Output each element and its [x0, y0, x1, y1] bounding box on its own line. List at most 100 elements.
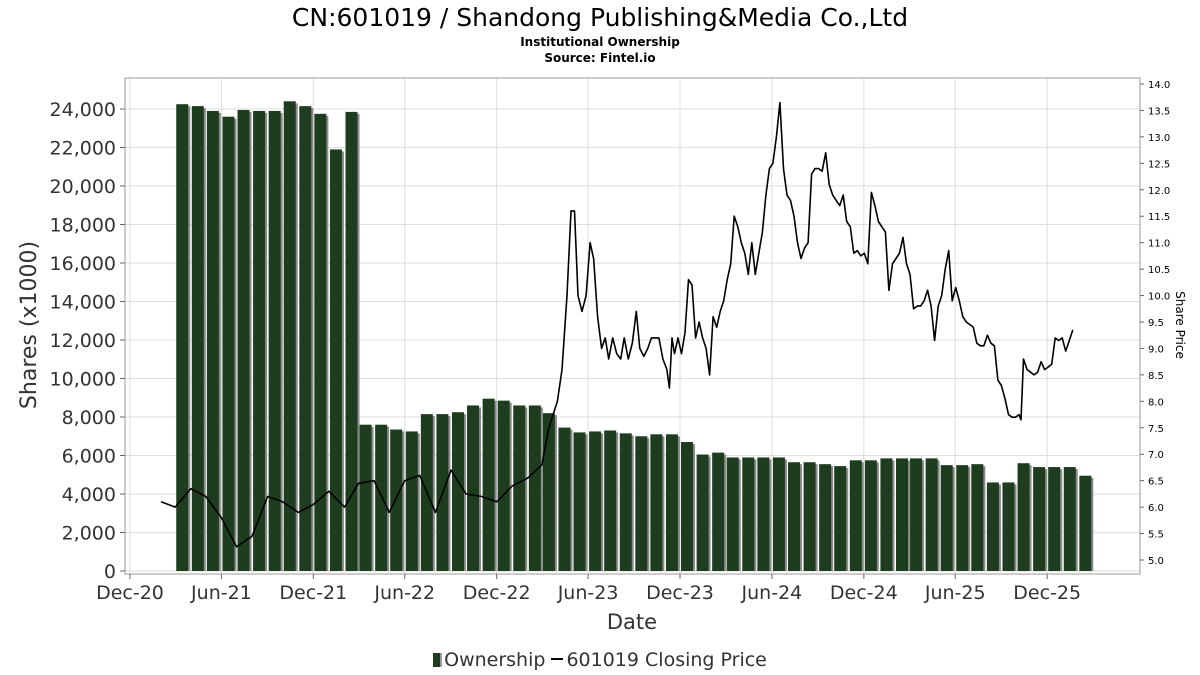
x-axis: Dec-20 Jun-21 Dec-21 Jun-22 Dec-22 Jun-23 Dec-… — [96, 574, 1081, 604]
ownership-chart: 0 2,000 4,000 6,000 8,000 10,000 12,000 14,000 1… — [17, 77, 1187, 634]
ownership-bar — [880, 458, 893, 571]
chart-subtitle: Institutional Ownership — [520, 35, 680, 49]
chart-title: CN:601019 / Shandong Publishing&Media Co… — [291, 3, 909, 32]
plot-frame — [124, 77, 1141, 575]
ownership-bar — [726, 457, 739, 571]
ownership-bar — [864, 460, 877, 571]
legend-ownership-swatch — [433, 653, 443, 667]
ownership-bar — [619, 433, 632, 571]
x-tick-label: Dec-24 — [830, 582, 898, 604]
y-tick-label: 6,000 — [62, 446, 116, 468]
y-tick-label: 14,000 — [50, 292, 116, 314]
ownership-bar — [986, 482, 999, 571]
ownership-bar — [558, 427, 571, 571]
x-tick-label: Dec-25 — [1013, 582, 1081, 604]
y-tick-label: 20,000 — [50, 176, 116, 198]
ownership-bar — [604, 430, 617, 571]
ownership-bar — [956, 465, 969, 571]
x-tick-label: Jun-21 — [190, 582, 252, 604]
y-axis-label: Shares (x1000) — [17, 241, 42, 409]
ownership-bar — [467, 405, 480, 571]
legend-price-label: 601019 Closing Price — [566, 649, 767, 671]
y2-axis-label: Share Price — [1173, 291, 1187, 359]
y2-tick-label: 7.0 — [1148, 450, 1164, 461]
ownership-bar — [635, 436, 648, 571]
ownership-bar — [375, 424, 388, 571]
ownership-bar — [849, 460, 862, 571]
legend-price-swatch — [551, 658, 564, 660]
y2-tick-label: 14.0 — [1148, 80, 1170, 91]
ownership-bar — [757, 457, 770, 571]
ownership-bar — [299, 106, 312, 572]
ownership-bar — [359, 424, 372, 571]
ownership-bar — [573, 432, 586, 571]
chart-legend: Ownership 601019 Closing Price — [0, 648, 1200, 672]
x-tick-label: Dec-22 — [463, 582, 531, 604]
y-tick-label: 10,000 — [50, 369, 116, 391]
price-line — [160, 101, 1074, 548]
ownership-bar — [819, 464, 832, 571]
ownership-bar — [895, 458, 908, 571]
y-axis-right: 5.0 5.5 6.0 6.5 7.0 7.5 8.0 8.5 9.0 9.5 10.0 10.5 11… — [1140, 80, 1170, 567]
ownership-bar — [803, 462, 816, 571]
x-tick-label: Jun-25 — [924, 582, 986, 604]
y2-tick-label: 12.5 — [1148, 159, 1170, 170]
y-tick-label: 22,000 — [50, 138, 116, 160]
y-tick-label: 2,000 — [62, 523, 116, 545]
ownership-bar — [1002, 482, 1015, 571]
ownership-bar — [589, 431, 602, 571]
ownership-bar — [1079, 475, 1092, 571]
y2-tick-label: 11.5 — [1148, 212, 1170, 223]
y2-tick-label: 5.5 — [1148, 530, 1164, 541]
ownership-bar — [940, 465, 953, 571]
y2-tick-label: 13.0 — [1148, 133, 1170, 144]
y-tick-label: 18,000 — [50, 215, 116, 237]
ownership-bar — [390, 429, 403, 571]
y2-tick-label: 13.5 — [1148, 106, 1170, 117]
y2-tick-label: 7.5 — [1148, 424, 1164, 435]
y-axis-left: 0 2,000 4,000 6,000 8,000 10,000 12,000 14,000 1… — [50, 99, 125, 583]
ownership-bar — [268, 110, 281, 572]
chart-source: Source: Fintel.io — [544, 51, 656, 65]
x-tick-label: Dec-23 — [646, 582, 714, 604]
ownership-bar — [742, 457, 755, 571]
y2-tick-label: 11.0 — [1148, 239, 1170, 250]
ownership-bar — [788, 462, 801, 571]
ownership-bar — [650, 434, 663, 571]
ownership-bar — [772, 457, 785, 571]
ownership-bar — [191, 106, 204, 572]
y2-tick-label: 6.5 — [1148, 477, 1164, 488]
y2-tick-label: 9.0 — [1148, 344, 1164, 355]
ownership-bar — [1048, 467, 1061, 571]
y2-tick-label: 8.5 — [1148, 371, 1164, 382]
y-tick-label: 12,000 — [50, 330, 116, 352]
ownership-bar — [482, 398, 495, 571]
ownership-bar — [405, 431, 418, 571]
ownership-bar — [222, 116, 235, 571]
ownership-bar — [329, 149, 342, 572]
x-tick-label: Dec-20 — [96, 582, 164, 604]
x-tick-label: Dec-21 — [279, 582, 347, 604]
ownership-bar — [176, 104, 189, 571]
ownership-bar — [834, 466, 847, 571]
y2-tick-label: 10.0 — [1148, 292, 1170, 303]
ownership-bar — [513, 405, 526, 571]
ownership-bar — [542, 413, 555, 571]
ownership-bar — [1017, 463, 1030, 571]
ownership-bar — [283, 101, 296, 572]
ownership-bar — [712, 452, 725, 571]
y2-tick-label: 9.5 — [1148, 318, 1164, 329]
y2-tick-label: 12.0 — [1148, 186, 1170, 197]
legend-ownership-label: Ownership — [444, 649, 546, 671]
y-tick-label: 0 — [104, 561, 116, 583]
x-axis-label: Date — [607, 610, 657, 634]
x-tick-label: Jun-23 — [557, 582, 619, 604]
y-tick-label: 24,000 — [50, 99, 116, 121]
y2-tick-label: 8.0 — [1148, 397, 1164, 408]
x-tick-label: Jun-24 — [741, 582, 803, 604]
ownership-bar — [451, 412, 464, 571]
ownership-bar — [314, 113, 327, 571]
y2-tick-label: 6.0 — [1148, 503, 1164, 514]
y2-tick-label: 10.5 — [1148, 265, 1170, 276]
ownership-bar — [237, 109, 250, 572]
